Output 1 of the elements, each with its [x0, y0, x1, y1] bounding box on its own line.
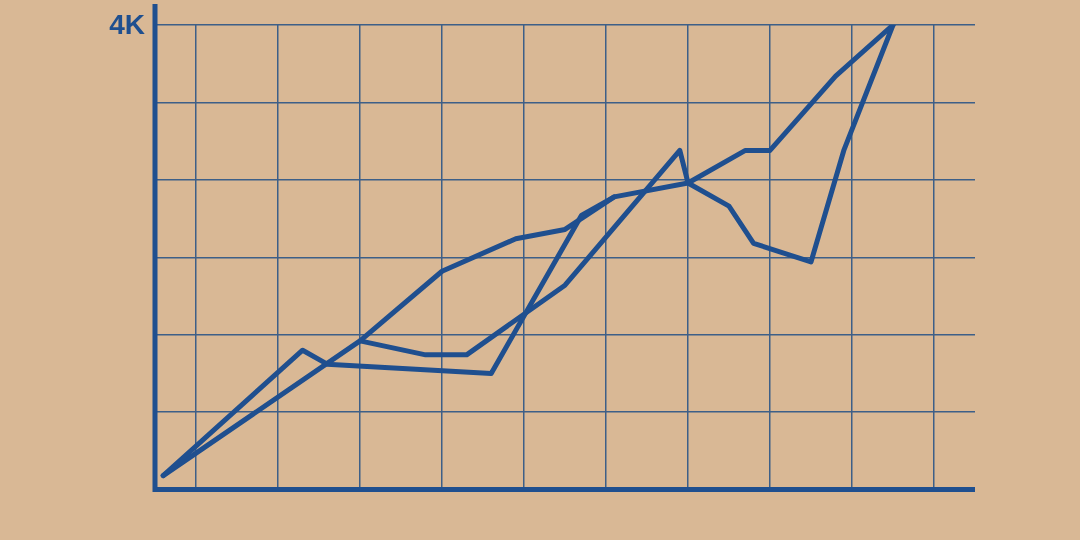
chart-title: 4K — [109, 8, 145, 40]
